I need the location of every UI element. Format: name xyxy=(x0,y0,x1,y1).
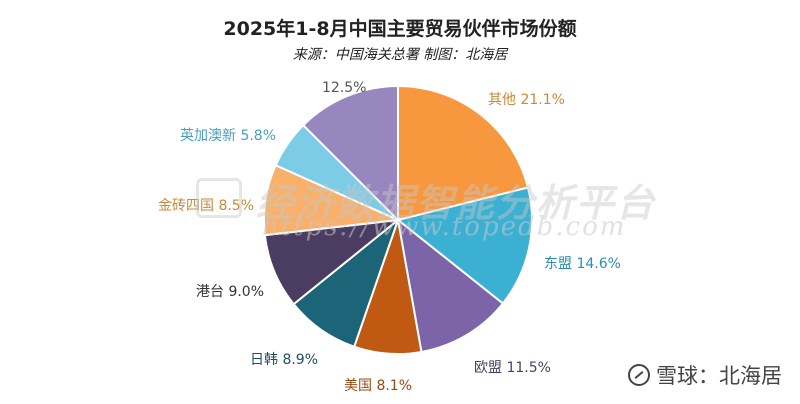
slice-label: 欧盟 11.5% xyxy=(474,360,551,376)
footer-brand: 雪球：北海居 xyxy=(628,360,782,390)
slice-label: 金砖四国 8.5% xyxy=(158,198,254,214)
watermark-logo-icon xyxy=(196,178,242,218)
pie-slice xyxy=(301,84,399,223)
slice-label: 东盟 14.6% xyxy=(544,256,621,272)
watermark-text: 经济数据智能分析平台 xyxy=(256,181,657,225)
pie-slice xyxy=(395,186,533,305)
pie-slice xyxy=(396,217,505,354)
chart-subtitle: 来源：中国海关总署 制图：北海居 xyxy=(292,47,508,63)
slice-label: 美国 8.1% xyxy=(344,378,412,394)
chart-title: 2025年1-8月中国主要贸易伙伴市场份额 xyxy=(223,18,577,40)
slice-label: 英加澳新 5.8% xyxy=(180,127,276,144)
watermark-url: https://www.topedb.com xyxy=(262,212,627,242)
slice-label: 其他 21.1% xyxy=(488,92,565,108)
footer-brand-text: 雪球：北海居 xyxy=(656,364,782,388)
slice-label: 日韩 8.9% xyxy=(250,352,318,368)
slice-label: 12.5% xyxy=(322,80,366,96)
snowball-logo-icon xyxy=(628,364,650,386)
pie-slice xyxy=(397,84,530,222)
slice-label: 港台 9.0% xyxy=(196,284,264,300)
